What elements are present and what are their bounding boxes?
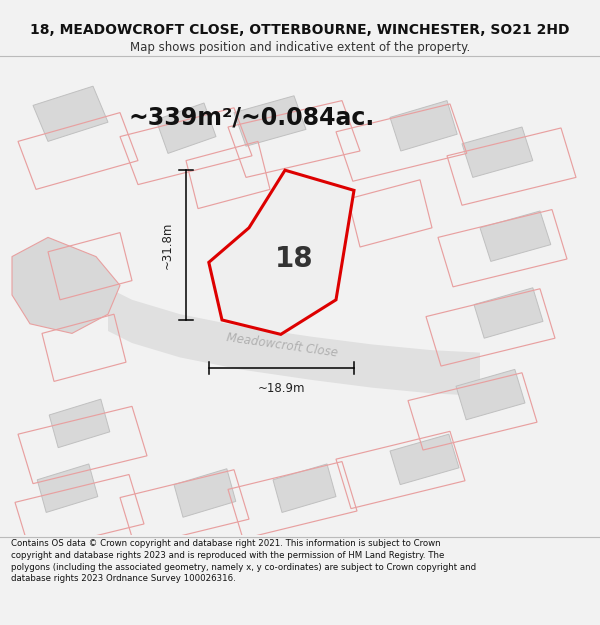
Polygon shape	[474, 288, 543, 338]
Text: ~18.9m: ~18.9m	[257, 382, 305, 396]
Polygon shape	[12, 238, 120, 333]
Text: 18, MEADOWCROFT CLOSE, OTTERBOURNE, WINCHESTER, SO21 2HD: 18, MEADOWCROFT CLOSE, OTTERBOURNE, WINC…	[30, 23, 570, 37]
Text: ~31.8m: ~31.8m	[161, 221, 174, 269]
Text: 18: 18	[275, 245, 313, 273]
Polygon shape	[108, 288, 480, 396]
Polygon shape	[456, 369, 525, 420]
Polygon shape	[390, 101, 457, 151]
Polygon shape	[480, 211, 551, 261]
Polygon shape	[390, 434, 459, 484]
Polygon shape	[462, 127, 533, 178]
Polygon shape	[156, 103, 216, 153]
Polygon shape	[174, 469, 236, 518]
Text: Map shows position and indicative extent of the property.: Map shows position and indicative extent…	[130, 41, 470, 54]
Text: Contains OS data © Crown copyright and database right 2021. This information is : Contains OS data © Crown copyright and d…	[11, 539, 476, 583]
Text: ~339m²/~0.084ac.: ~339m²/~0.084ac.	[129, 106, 375, 129]
Polygon shape	[49, 399, 110, 448]
Polygon shape	[209, 170, 354, 334]
Polygon shape	[234, 96, 306, 146]
Polygon shape	[33, 86, 108, 141]
Polygon shape	[273, 464, 336, 512]
Text: Meadowcroft Close: Meadowcroft Close	[226, 331, 338, 359]
Polygon shape	[37, 464, 98, 512]
